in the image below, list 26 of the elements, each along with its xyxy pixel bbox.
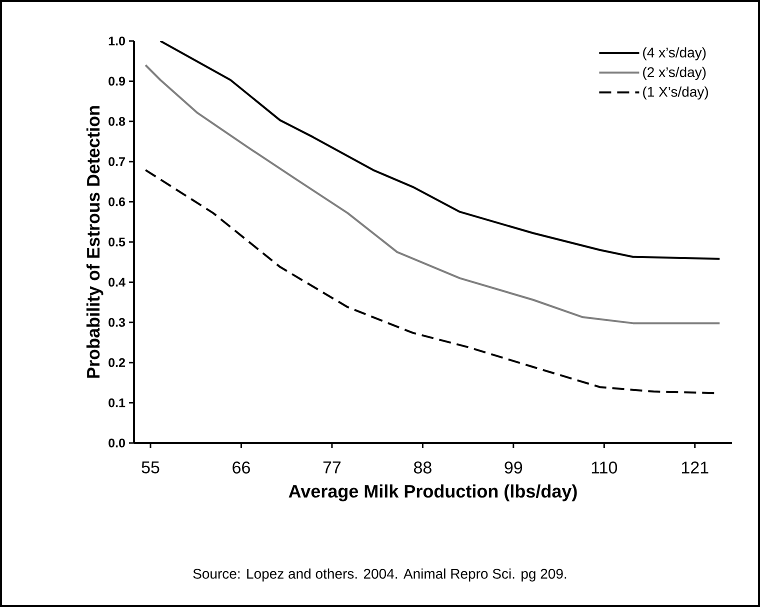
legend-label: (1 X’s/day) xyxy=(643,86,708,100)
y-tick-label: 0.3 xyxy=(108,318,126,327)
source-note: Source: Lopez and others. 2004. Animal Repro Sci. pg 209. xyxy=(193,568,566,582)
x-tick-label: 66 xyxy=(232,462,250,474)
y-tick-label: 0.2 xyxy=(108,358,125,368)
legend-label: (4 x’s/day) xyxy=(643,47,706,60)
x-tick-label: 88 xyxy=(414,462,432,474)
y-tick-label: 0.0 xyxy=(108,438,125,448)
y-tick-label: 0.4 xyxy=(108,278,126,287)
y-tick-label: 0.5 xyxy=(108,238,126,246)
y-tick-label: 0.7 xyxy=(108,157,125,166)
line-series xyxy=(159,40,721,260)
x-tick-label: 55 xyxy=(142,462,160,474)
line-series xyxy=(144,64,721,324)
x-tick-label: 110 xyxy=(592,462,618,474)
y-tick-label: 0.8 xyxy=(108,116,126,126)
x-tick-label: 121 xyxy=(682,462,708,474)
x-tick-label: 77 xyxy=(323,462,341,474)
y-tick-label: 1.0 xyxy=(108,36,125,46)
y-tick-label: 0.9 xyxy=(108,76,126,86)
y-tick-label: 0.1 xyxy=(108,398,126,408)
x-axis-title: Average Milk Production (lbs/day) xyxy=(288,484,577,502)
x-tick-label: 99 xyxy=(504,462,522,474)
y-axis-title: Probability of Estrous Detection xyxy=(86,106,104,378)
legend-label: (2 x’s/day) xyxy=(643,66,706,80)
y-tick-label: 0.6 xyxy=(108,197,126,206)
